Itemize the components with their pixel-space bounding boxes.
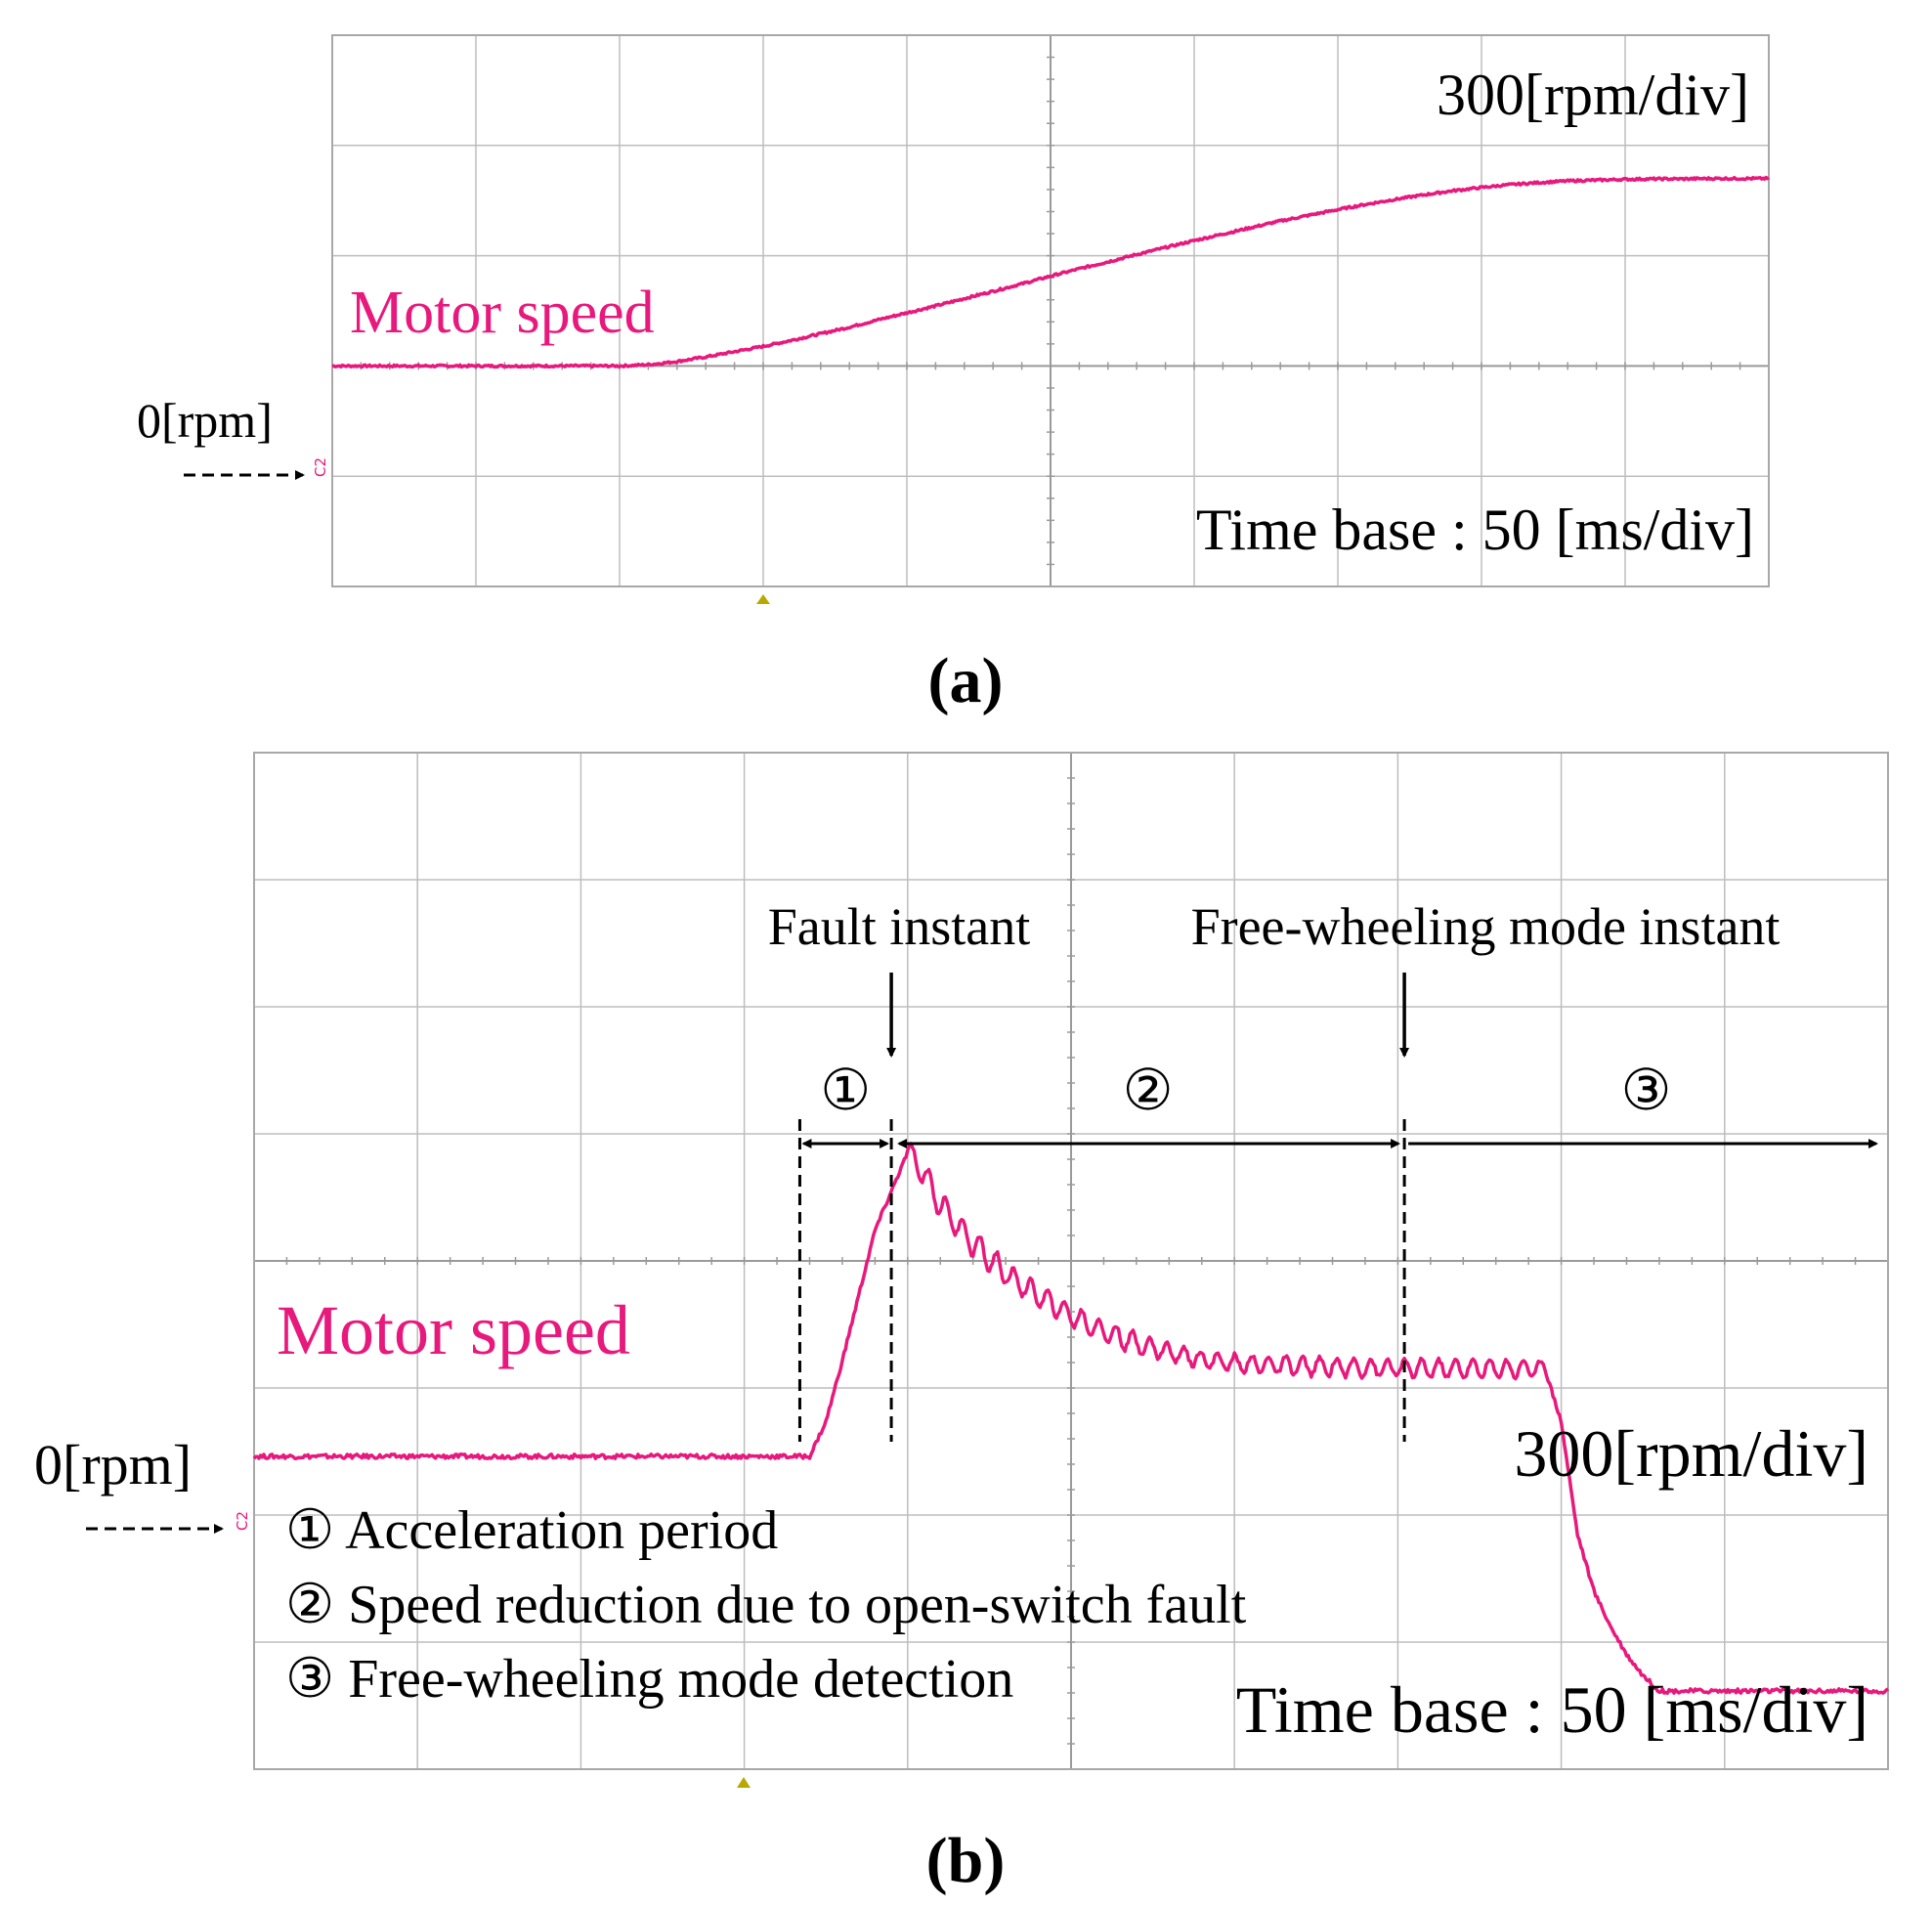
panel-a: Motor speed 300[rpm/div] Time base : 50 … [137,34,1770,716]
panel-a-frame [331,34,1770,587]
grid-b [253,752,1889,1770]
panel-label-a: (a) [928,645,1004,716]
timebase-label-b: Time base : 50 [ms/div] [1236,1672,1868,1747]
timebase-label-a: Time base : 50 [ms/div] [1196,498,1754,562]
channel-marker-b: C2 [234,1511,251,1531]
period-1-marker: ① [820,1059,871,1122]
channel-marker-a: C2 [312,457,329,477]
zero-rpm-label-b: 0[rpm] [34,1433,192,1496]
motor-speed-label-a: Motor speed [350,280,655,346]
zero-rpm-label-a: 0[rpm] [137,393,273,448]
motor-speed-trace-a [331,175,1770,369]
panel-b-frame [253,752,1889,1770]
legend-item-3: ③ Free-wheeling mode detection [285,1649,1013,1710]
legend-item-1: ① Acceleration period [285,1500,778,1561]
motor-speed-trace-b [252,1142,1889,1695]
scale-label-a: 300[rpm/div] [1437,63,1749,127]
motor-speed-label-b: Motor speed [277,1291,630,1369]
period-3-marker: ③ [1621,1059,1672,1122]
panel-label-b: (b) [926,1825,1006,1896]
freewheel-instant-label: Free-wheeling mode instant [1191,897,1781,956]
fault-instant-label: Fault instant [768,897,1031,956]
legend-item-2: ② Speed reduction due to open-switch fau… [285,1575,1247,1635]
period-2-marker: ② [1123,1059,1174,1122]
panel-b: Motor speed 300[rpm/div] Time base : 50 … [34,752,1889,1896]
trigger-marker-a [756,594,770,604]
scale-label-b: 300[rpm/div] [1514,1416,1868,1491]
trigger-marker-b [737,1777,751,1788]
